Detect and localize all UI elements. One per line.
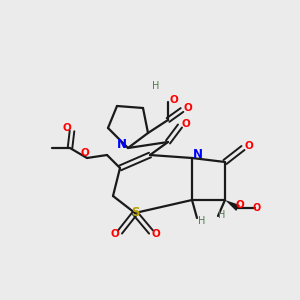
Text: H: H	[198, 216, 206, 226]
Text: O: O	[244, 141, 253, 151]
Text: N: N	[193, 148, 203, 161]
Text: O: O	[184, 103, 192, 113]
Text: O: O	[182, 119, 190, 129]
Text: N: N	[117, 139, 127, 152]
Text: O: O	[152, 229, 160, 239]
Text: O: O	[253, 203, 261, 213]
Text: H: H	[218, 210, 226, 220]
Polygon shape	[225, 200, 240, 211]
Text: O: O	[63, 123, 71, 133]
Text: O: O	[236, 200, 244, 210]
Text: O: O	[169, 95, 178, 105]
Text: O: O	[81, 148, 89, 158]
Text: S: S	[131, 206, 139, 220]
Text: O: O	[111, 229, 119, 239]
Text: H: H	[152, 81, 160, 91]
